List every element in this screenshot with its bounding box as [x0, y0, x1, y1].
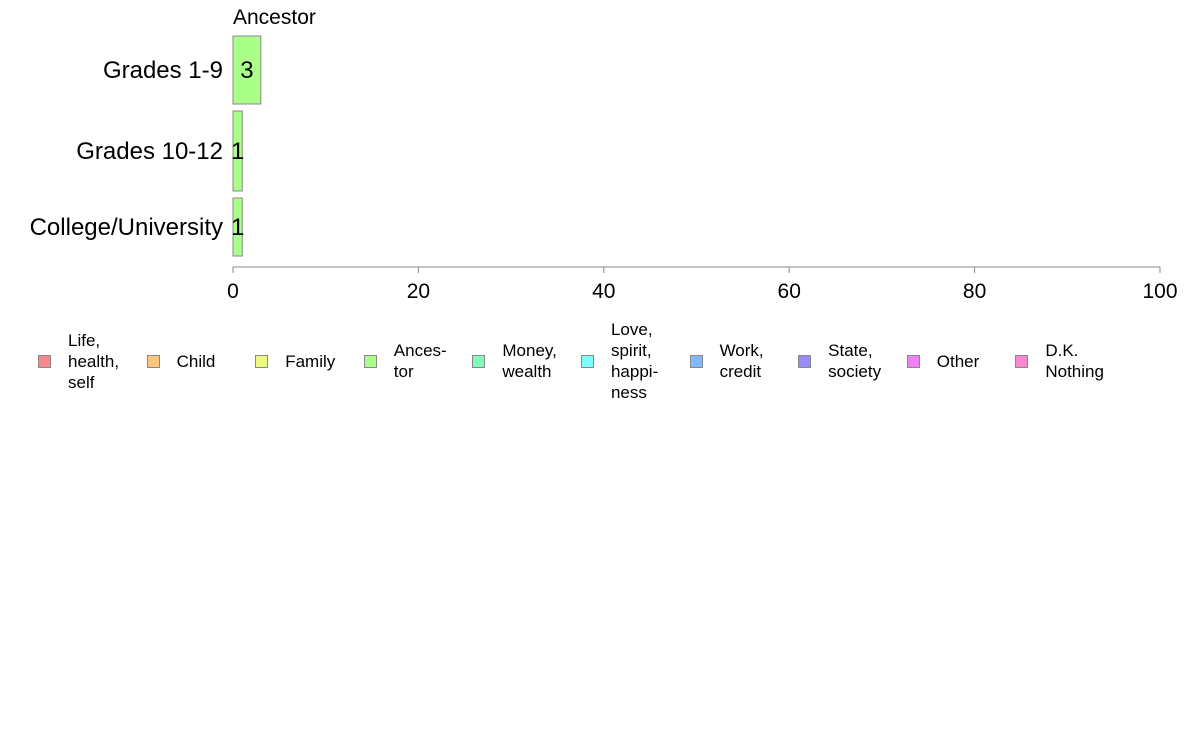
bar-value-label: 1	[231, 138, 244, 165]
legend-label: D.K. Nothing	[1045, 341, 1104, 381]
legend-item: Love, spirit, happi- ness	[580, 316, 690, 406]
x-axis: 0 20 40 60 80 100	[227, 266, 1178, 303]
legend-label: Child	[176, 351, 216, 371]
category-labels: Grades 1-9 Grades 10-12 College/University	[30, 57, 223, 241]
legend-item: Work, credit	[689, 316, 799, 406]
bar	[232, 197, 243, 257]
legend-swatch	[689, 354, 703, 368]
bars-layer: 3 1 1	[231, 35, 262, 257]
bar-value-label: 1	[231, 214, 244, 241]
x-tick-label: 60	[778, 280, 801, 303]
legend-swatch	[906, 354, 920, 368]
legend-swatch	[146, 354, 160, 368]
legend-item: Ances- tor	[363, 316, 473, 406]
x-tick-label: 0	[227, 280, 239, 303]
legend-item: D.K. Nothing	[1015, 316, 1124, 406]
legend-label: Other	[936, 351, 980, 371]
bar	[232, 110, 243, 192]
x-tick-label: 40	[592, 280, 615, 303]
legend: Life, health, self Child Family Ances- tor M…	[38, 316, 1178, 406]
legend-item: Other	[906, 316, 1016, 406]
category-label: Grades 10-12	[76, 138, 223, 165]
legend-label: Life, health, self	[68, 330, 120, 392]
legend-label: Work, credit	[719, 341, 764, 381]
legend-swatch	[798, 354, 812, 368]
category-label: Grades 1-9	[103, 57, 223, 84]
legend-swatch	[363, 354, 377, 368]
bar-chart: Ancestor 3 1 1 Grades 1-9 Grades 10-12 Colle…	[30, 6, 1178, 303]
legend-item: Family	[255, 316, 364, 406]
legend-item: State, society	[798, 316, 907, 406]
legend-item: Life, health, self	[38, 316, 147, 406]
bar	[232, 35, 262, 105]
legend-swatch	[1015, 354, 1029, 368]
legend-swatch	[38, 354, 51, 368]
x-tick-label: 80	[963, 280, 986, 303]
legend-label: Family	[285, 351, 336, 371]
legend-item: Money, wealth	[472, 316, 581, 406]
legend-label: Ances- tor	[393, 341, 447, 381]
legend-swatch	[255, 354, 269, 368]
legend-label: Love, spirit, happi- ness	[610, 320, 659, 402]
legend-label: State, society	[828, 341, 882, 381]
x-tick-label: 20	[407, 280, 430, 303]
bar-value-label: 3	[240, 57, 253, 84]
legend-swatch	[580, 354, 594, 368]
category-label: College/University	[30, 214, 223, 241]
legend-item: Child	[146, 316, 256, 406]
legend-swatch	[472, 354, 486, 368]
x-tick-label: 100	[1142, 280, 1177, 303]
legend-label: Money, wealth	[502, 341, 557, 381]
panel-label: Ancestor	[233, 6, 316, 29]
